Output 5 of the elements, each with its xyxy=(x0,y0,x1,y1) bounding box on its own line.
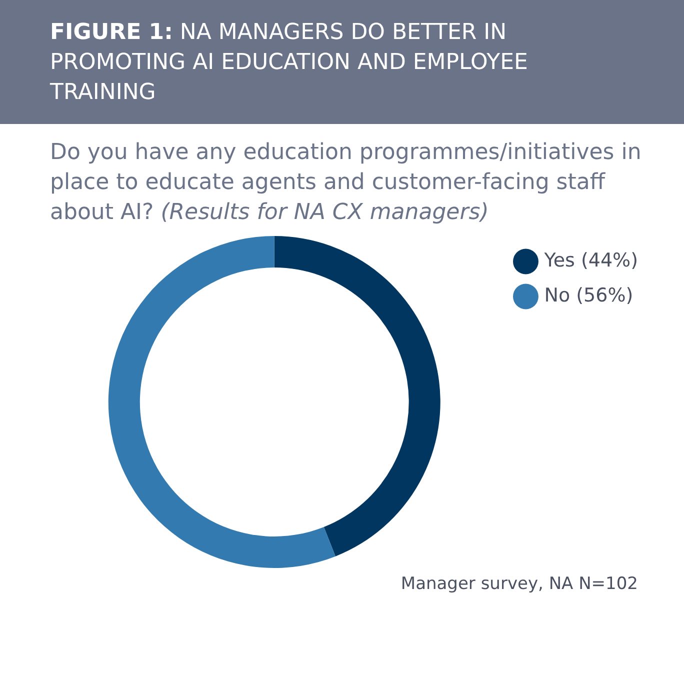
text: Manager survey, NA N=102 xyxy=(400,574,638,594)
legend-label: Yes (44%) xyxy=(543,249,638,272)
chart-subtitle: Do you have any education programmes/initiatives in place to educate agents and customer-facing staff about AI? (Results for NA CX managers) xyxy=(50,140,642,225)
legend-label: No (56%) xyxy=(544,284,634,306)
chart-title: FIGURE 1: NA MANAGERS DO BETTER IN PROMOTING AI EDUCATION AND EMPLOYEE TRAINING xyxy=(50,20,528,105)
